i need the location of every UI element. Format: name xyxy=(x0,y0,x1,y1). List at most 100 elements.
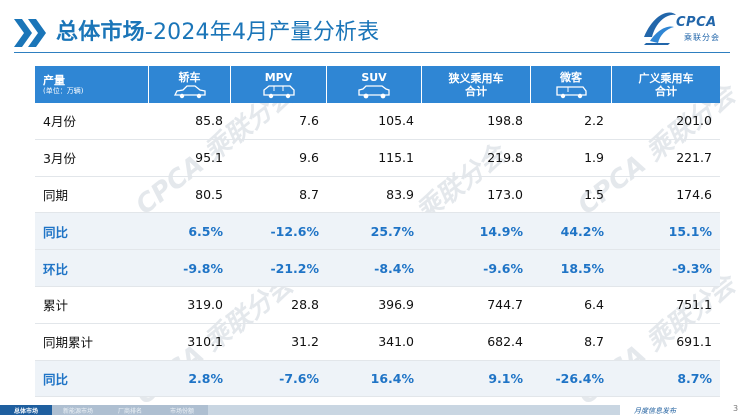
table-cell: 682.4 xyxy=(487,334,523,350)
header-unit: (单位：万辆) xyxy=(43,86,84,95)
table-cell: 9.6 xyxy=(299,150,319,166)
row-label: 同期 xyxy=(43,187,69,203)
table-cell: 44.2% xyxy=(560,223,604,239)
column-header-label: SUV xyxy=(361,70,387,84)
table-cell: 201.0 xyxy=(676,113,712,129)
row-label: 环比 xyxy=(43,261,69,277)
table-cell: 2.8% xyxy=(188,370,223,386)
cpca-logo-icon xyxy=(644,12,676,45)
row-label: 同比 xyxy=(43,371,69,387)
table-cell: 28.8 xyxy=(291,297,319,313)
table-cell: 31.2 xyxy=(291,334,319,350)
suv-icon xyxy=(358,84,390,98)
footer-source: 月度信息发布 xyxy=(634,407,676,415)
table-cell: 115.1 xyxy=(378,150,414,166)
footer-tab-overall[interactable]: 总体市场 xyxy=(0,405,52,415)
table-cell: -12.6% xyxy=(270,223,319,239)
table-row: 同期累计 310.1 31.2 341.0 682.4 8.7 691.1 xyxy=(35,324,720,361)
column-header-minivan: 微客 xyxy=(531,66,612,103)
table-cell: 6.5% xyxy=(188,223,223,239)
column-header-mpv: MPV xyxy=(231,66,327,103)
table-cell: 16.4% xyxy=(370,370,414,386)
table-cell: 341.0 xyxy=(378,334,414,350)
table-cell: 1.5 xyxy=(584,186,604,202)
footer: 总体市场 新能源市场 厂商排名 市场份额 月度信息发布 3 xyxy=(0,402,744,418)
table-cell: 80.5 xyxy=(195,186,223,202)
table-cell: 6.4 xyxy=(584,297,604,313)
footer-nav: 总体市场 新能源市场 厂商排名 市场份额 xyxy=(0,405,620,415)
table-row: 累计 319.0 28.8 396.9 744.7 6.4 751.1 xyxy=(35,287,720,324)
table-header: 产量 (单位：万辆) 轿车 MPV SUV xyxy=(35,66,720,103)
table-row: 同比 6.5% -12.6% 25.7% 14.9% 44.2% 15.1% xyxy=(35,213,720,251)
table-cell: 221.7 xyxy=(676,150,712,166)
column-header-label-line1: 广义乘用车 xyxy=(638,71,694,85)
row-label: 同期累计 xyxy=(43,335,94,351)
header-label-cell: 产量 (单位：万辆) xyxy=(35,66,149,103)
column-header-label-line2: 合计 xyxy=(655,84,677,98)
table-cell: 1.9 xyxy=(584,150,604,166)
table-cell: 95.1 xyxy=(195,150,223,166)
row-label: 3月份 xyxy=(43,151,76,167)
table-body: 4月份 85.8 7.6 105.4 198.8 2.2 201.0 3月份 95.1 9.6 11… xyxy=(35,103,720,398)
table-row: 同比 2.8% -7.6% 16.4% 9.1% -26.4% 8.7% xyxy=(35,360,720,398)
table-cell: 18.5% xyxy=(560,260,604,276)
column-header-label: 轿车 xyxy=(178,70,201,84)
table-cell: 14.9% xyxy=(479,223,523,239)
table-cell: 7.6 xyxy=(299,113,319,129)
table-cell: -26.4% xyxy=(555,370,604,386)
title-strong: 总体市场 xyxy=(56,20,145,45)
sedan-icon xyxy=(173,84,206,98)
table-cell: 83.9 xyxy=(386,186,414,202)
row-label: 同比 xyxy=(43,224,69,240)
table-cell: 310.1 xyxy=(187,334,223,350)
logo-text: CPCA xyxy=(676,15,717,30)
table-cell: -8.4% xyxy=(374,260,414,276)
table-cell: 8.7% xyxy=(677,370,712,386)
minivan-icon xyxy=(556,85,587,98)
table-cell: 691.1 xyxy=(676,334,712,350)
table-cell: 9.1% xyxy=(488,370,523,386)
table-cell: 85.8 xyxy=(195,113,223,129)
column-header-label-line1: 狭义乘用车 xyxy=(448,71,504,85)
mpv-icon xyxy=(262,84,295,98)
logo-subtext: 乘联分会 xyxy=(684,33,720,42)
table-cell: 105.4 xyxy=(378,113,414,129)
table-cell: 25.7% xyxy=(370,223,414,239)
table-cell: 198.8 xyxy=(487,113,523,129)
table-cell: 8.7 xyxy=(584,334,604,350)
table-row: 环比 -9.8% -21.2% -8.4% -9.6% 18.5% -9.3% xyxy=(35,250,720,287)
table-cell: 8.7 xyxy=(299,186,319,202)
table-cell: 751.1 xyxy=(676,297,712,313)
chevron-right-icon xyxy=(14,19,46,47)
column-header-label-line2: 合计 xyxy=(465,84,487,98)
table-cell: -9.3% xyxy=(672,260,712,276)
column-header-label: 微客 xyxy=(560,70,582,84)
header-divider xyxy=(14,52,730,53)
row-label: 累计 xyxy=(43,298,69,314)
table-row: 3月份 95.1 9.6 115.1 219.8 1.9 221.7 xyxy=(35,140,720,177)
footer-tab-ranking[interactable]: 厂商排名 xyxy=(104,405,156,415)
footer-tab-share[interactable]: 市场份额 xyxy=(156,405,208,415)
table-cell: 15.1% xyxy=(668,223,712,239)
header-label: 产量 xyxy=(43,73,65,87)
table-cell: 744.7 xyxy=(487,297,523,313)
table-cell: 2.2 xyxy=(584,113,604,129)
row-label: 4月份 xyxy=(43,114,76,130)
column-header-broad-passenger-total: 广义乘用车 合计 xyxy=(612,66,720,103)
footer-tab-nev[interactable]: 新能源市场 xyxy=(52,405,104,415)
table-cell: 173.0 xyxy=(487,186,523,202)
page-number: 3 xyxy=(733,404,739,413)
page-title: 总体市场-2024年4月产量分析表 xyxy=(56,14,379,46)
table-cell: -9.6% xyxy=(483,260,523,276)
column-header-suv: SUV xyxy=(327,66,422,103)
table-cell: 319.0 xyxy=(187,297,223,313)
table-cell: 174.6 xyxy=(676,186,712,202)
table-row: 同期 80.5 8.7 83.9 173.0 1.5 174.6 xyxy=(35,177,720,214)
table-cell: 219.8 xyxy=(487,150,523,166)
production-table: 产量 (单位：万辆) 轿车 MPV SUV xyxy=(35,66,720,398)
table-cell: -9.8% xyxy=(183,260,223,276)
table-row: 4月份 85.8 7.6 105.4 198.8 2.2 201.0 xyxy=(35,103,720,140)
footer-bar-fill xyxy=(208,405,620,415)
table-cell: -7.6% xyxy=(279,370,319,386)
